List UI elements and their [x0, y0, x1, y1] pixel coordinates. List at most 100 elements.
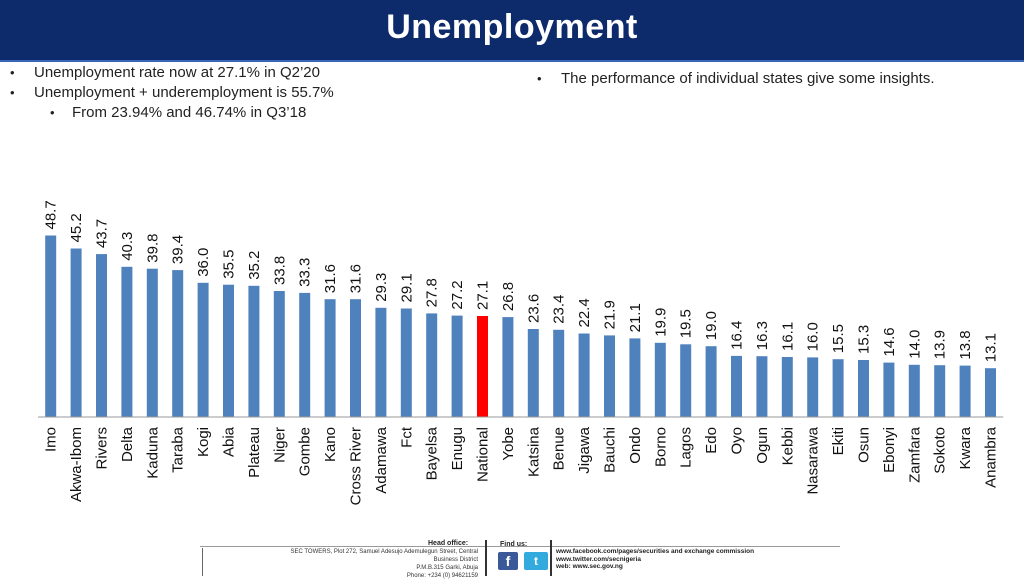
bullet-text: From 23.94% and 46.74% in Q3’18	[72, 104, 307, 121]
value-label: 22.4	[576, 298, 593, 327]
category-label: Lagos	[678, 427, 695, 468]
bar-taraba	[172, 270, 184, 417]
value-label: 23.6	[525, 294, 542, 323]
value-label: 45.2	[68, 213, 85, 242]
value-label: 21.1	[627, 303, 644, 332]
title-bar: Unemployment	[0, 0, 1024, 62]
bar-enugu	[451, 315, 463, 417]
bar-kogi	[197, 282, 209, 417]
bar-kwara	[959, 365, 971, 417]
value-label: 40.3	[119, 232, 136, 261]
category-label: Adamawa	[373, 426, 390, 493]
category-label: Plateau	[246, 427, 263, 478]
footer-divider	[550, 540, 552, 576]
value-label: 13.9	[932, 330, 949, 359]
twitter-link[interactable]: www.twitter.com/secnigeria	[556, 555, 642, 563]
head-office-address: SEC TOWERS, Plot 272, Samuel Adesujo Ade…	[260, 548, 478, 580]
value-label: 23.4	[551, 295, 568, 324]
address-line: SEC TOWERS, Plot 272, Samuel Adesujo Ade…	[290, 549, 478, 555]
bar-national	[477, 316, 488, 417]
category-label: Benue	[551, 427, 568, 470]
category-label: Imo	[43, 427, 60, 452]
website-link[interactable]: web: www.sec.gov.ng	[556, 563, 623, 570]
category-label-group: Imo Akwa-Ibom Rivers Delta Kaduna Taraba Kogi A…	[43, 426, 1000, 505]
value-label: 19.5	[678, 309, 695, 338]
bar-adamawa	[375, 307, 387, 417]
page-title: Unemployment	[386, 8, 638, 46]
bar-lagos	[680, 344, 692, 417]
bar-ekiti	[832, 359, 844, 417]
value-label: 29.3	[373, 273, 390, 302]
bar-plateau	[248, 285, 260, 417]
bar-niger	[273, 291, 285, 417]
value-label: 33.8	[271, 256, 288, 285]
bar-bauchi	[604, 335, 615, 417]
category-label: Ebonyi	[881, 427, 898, 473]
category-label: Akwa-Ibom	[68, 427, 85, 502]
category-label: Sokoto	[932, 427, 949, 474]
value-label: 14.6	[881, 327, 898, 356]
category-label: Kaduna	[144, 426, 161, 478]
bar-kano	[324, 299, 336, 417]
bullet-dot: •	[10, 65, 15, 80]
category-label: Jigawa	[576, 426, 593, 473]
category-label: Osun	[856, 427, 873, 463]
bar-nasarawa	[807, 357, 819, 417]
value-label: 19.9	[652, 308, 669, 337]
bullet-dot: •	[537, 71, 542, 86]
bar-ebonyi	[883, 362, 895, 417]
bar-imo	[45, 235, 57, 417]
category-label: National	[475, 427, 492, 482]
value-label: 35.5	[221, 249, 238, 278]
bar-katsina	[527, 329, 539, 417]
bar-anambra	[985, 368, 996, 417]
unemployment-bar-chart: 48.7 45.2 43.7 40.3 39.8 39.4 36.0 35.5 35.2 33.8…	[38, 200, 1004, 505]
category-label: Ondo	[627, 427, 644, 464]
bullet-item: • The performance of individual states gi…	[535, 69, 940, 89]
value-label: 16.1	[779, 322, 796, 351]
category-label: Taraba	[170, 426, 187, 473]
value-label: 15.3	[856, 325, 873, 354]
category-label: Rivers	[94, 427, 111, 470]
facebook-icon[interactable]: f	[498, 552, 518, 570]
category-label: Enugu	[449, 427, 466, 470]
category-label: Borno	[652, 427, 669, 467]
bar-borno	[654, 342, 666, 417]
bar-oyo	[731, 355, 742, 417]
footer: Head office: SEC TOWERS, Plot 272, Samue…	[200, 538, 1020, 579]
category-label: Edo	[703, 427, 720, 454]
facebook-link[interactable]: www.facebook.com/pages/securities and ex…	[556, 548, 755, 555]
bar-ondo	[629, 338, 641, 417]
category-label: Niger	[271, 427, 288, 463]
bullet-dot: •	[10, 85, 15, 100]
bar-gombe	[299, 292, 311, 417]
value-label-group: 48.7 45.2 43.7 40.3 39.8 39.4 36.0 35.5 35.2 33.8…	[43, 200, 1000, 362]
bar-jigawa	[578, 333, 590, 417]
category-label: Katsina	[525, 426, 542, 477]
value-label: 36.0	[195, 248, 212, 277]
value-label: 27.1	[475, 281, 492, 310]
bullet-item: • Unemployment + underemployment is 55.7%	[8, 83, 488, 103]
footer-divider	[485, 540, 487, 576]
right-bullet-list: • The performance of individual states gi…	[535, 69, 940, 89]
category-label: Yobe	[500, 427, 517, 461]
value-label: 35.2	[246, 251, 263, 280]
value-label: 13.8	[957, 330, 974, 359]
bar-bayelsa	[426, 313, 438, 417]
bar-kaduna	[146, 268, 158, 417]
bar-fct	[400, 308, 412, 417]
bullet-dot: •	[50, 105, 55, 120]
head-office-label: Head office:	[428, 540, 469, 547]
footer-left-rule	[202, 548, 203, 576]
value-label: 39.4	[170, 235, 187, 264]
address-line: Phone: +234 (0) 94621159	[406, 573, 478, 579]
find-us-label: Find us:	[500, 541, 528, 548]
value-label: 27.8	[424, 278, 441, 307]
value-label: 27.2	[449, 280, 466, 309]
category-label: Abia	[221, 426, 238, 457]
twitter-icon[interactable]: t	[524, 552, 548, 570]
value-label: 33.3	[297, 258, 314, 287]
bullet-text: Unemployment rate now at 27.1% in Q2’20	[34, 64, 320, 81]
left-bullet-list: • Unemployment rate now at 27.1% in Q2’20…	[8, 63, 488, 123]
value-label: 19.0	[703, 311, 720, 340]
